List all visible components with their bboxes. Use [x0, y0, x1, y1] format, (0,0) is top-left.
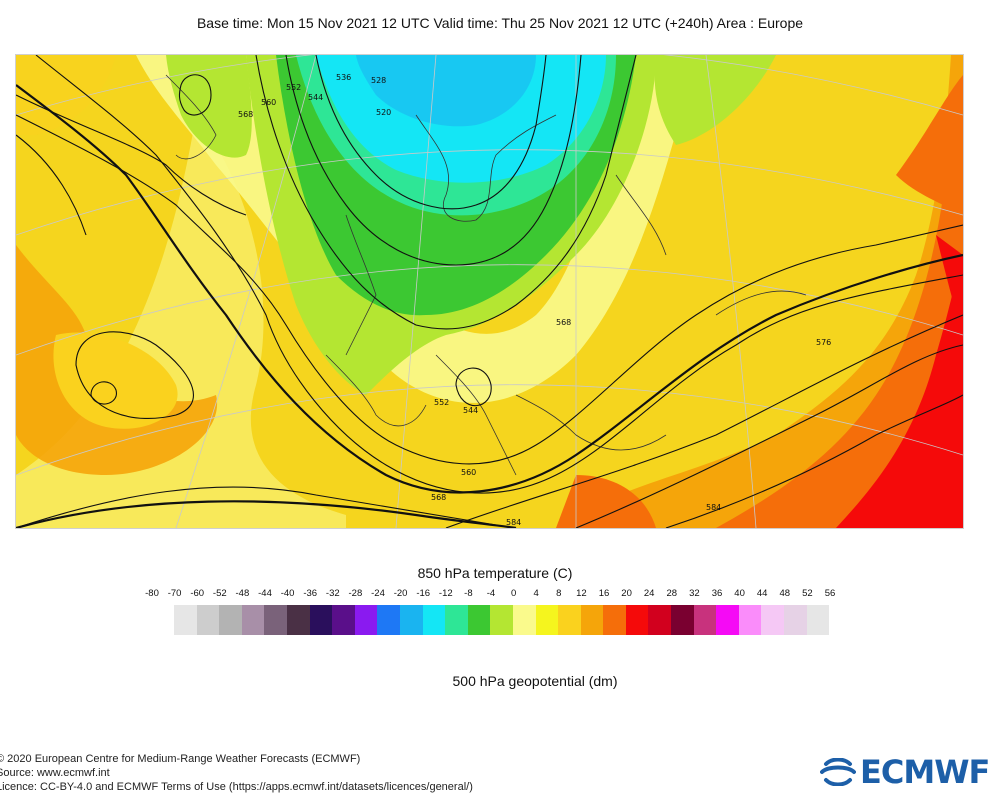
temperature-scale-labels: -80 -70 -60 -52 -48 -44 -40 -36 -32 -28 -24 -20 -16-… [141, 588, 841, 602]
scale-label: 44 [756, 588, 768, 599]
scale-label: 12 [576, 588, 587, 599]
scale-label: -44 [258, 588, 272, 599]
scale-label: 16 [598, 588, 610, 599]
svg-text:568: 568 [238, 110, 253, 119]
svg-text:520: 520 [376, 108, 391, 117]
copyright-footer: © 2020 European Centre for Medium-Range … [0, 752, 473, 794]
scale-label: -20 [393, 588, 408, 599]
contour-label: 528 [371, 76, 386, 85]
svg-text:584: 584 [706, 503, 721, 512]
ecmwf-logo[interactable]: ECMWF [820, 752, 990, 792]
scale-color-cell [196, 605, 220, 635]
scale-label: -40 [280, 588, 295, 599]
scale-label: 48 [779, 588, 791, 599]
scale-color-cell [512, 605, 536, 635]
scale-color-cell [377, 605, 400, 635]
scale-color-cell [309, 605, 333, 635]
scale-label: 28 [666, 588, 678, 599]
scale-label: 24 [643, 588, 655, 599]
svg-text:560: 560 [461, 468, 476, 477]
scale-label: -48 [235, 588, 250, 599]
scale-label: -36 [303, 588, 318, 599]
scale-label: -24 [371, 588, 385, 599]
scale-color-cell [332, 605, 355, 635]
scale-label: 20 [621, 588, 632, 599]
temperature-legend-title: 850 hPa temperature (C) [417, 565, 573, 581]
scale-label: -12 [438, 588, 453, 599]
ecmwf-logo-icon [820, 758, 856, 786]
ecmwf-logo-text: ECMWF [860, 753, 990, 791]
source-line: Source: www.ecmwf.int [0, 767, 110, 779]
map-title: Base time: Mon 15 Nov 2021 12 UTC Valid … [196, 15, 804, 31]
svg-text:552: 552 [286, 83, 301, 92]
svg-text:568: 568 [431, 493, 446, 502]
scale-color-cell [806, 605, 830, 635]
svg-text:544: 544 [308, 93, 323, 102]
scale-color-cell [738, 605, 762, 635]
scale-color-cell [490, 605, 513, 635]
temperature-color-scale [174, 605, 830, 635]
svg-text:536: 536 [336, 73, 351, 82]
scale-color-cell [761, 605, 785, 635]
scale-label: 40 [734, 588, 745, 599]
scale-color-cell [625, 605, 649, 635]
svg-text:576: 576 [816, 338, 831, 347]
svg-text:568: 568 [556, 318, 571, 327]
scale-label: -52 [212, 588, 227, 599]
scale-label: -4 [486, 588, 496, 599]
scale-label: 8 [556, 588, 562, 599]
svg-text:584: 584 [506, 518, 521, 527]
svg-text:544: 544 [463, 406, 478, 415]
scale-color-cell [784, 605, 807, 635]
svg-text:552: 552 [434, 398, 449, 407]
weather-map[interactable]: 528 520 536 544 552 560 568 576 584 568 … [15, 54, 964, 529]
scale-label: -80 [145, 588, 159, 599]
scale-color-cell [558, 605, 581, 635]
scale-label: -28 [348, 588, 363, 599]
scale-color-cell [354, 605, 378, 635]
scale-color-cell [286, 605, 310, 635]
scale-color-cell [467, 605, 491, 635]
licence-line[interactable]: Licence: CC-BY-4.0 and ECMWF Terms of Us… [0, 781, 473, 793]
scale-color-cell [580, 605, 604, 635]
scale-color-cell [603, 605, 626, 635]
scale-label: 52 [802, 588, 813, 599]
scale-color-cell [264, 605, 287, 635]
svg-text:560: 560 [261, 98, 276, 107]
scale-color-cell [716, 605, 739, 635]
scale-color-cell [174, 605, 197, 635]
copyright-line: © 2020 European Centre for Medium-Range … [0, 753, 361, 765]
scale-label: 32 [689, 588, 700, 599]
scale-color-cell [399, 605, 423, 635]
scale-label: -8 [464, 588, 473, 599]
scale-label: 36 [711, 588, 723, 599]
scale-label: -32 [325, 588, 340, 599]
scale-label: -70 [167, 588, 182, 599]
scale-label: -60 [190, 588, 205, 599]
scale-color-cell [693, 605, 717, 635]
scale-color-cell [445, 605, 468, 635]
scale-color-cell [535, 605, 559, 635]
scale-color-cell [671, 605, 694, 635]
scale-label: 56 [824, 588, 836, 599]
scale-color-cell [422, 605, 446, 635]
scale-color-cell [648, 605, 672, 635]
geopotential-legend-title: 500 hPa geopotential (dm) [452, 673, 618, 689]
scale-label: -16 [416, 588, 431, 599]
scale-label: 0 [510, 588, 517, 599]
scale-color-cell [241, 605, 265, 635]
scale-color-cell [219, 605, 242, 635]
scale-label: 4 [533, 588, 539, 599]
